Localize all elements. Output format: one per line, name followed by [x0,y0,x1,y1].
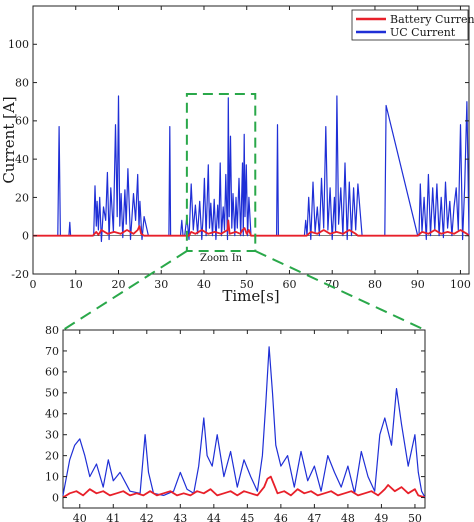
overview-y-tick-label: 20 [15,191,29,204]
zoom-chart: 40 41 42 43 44 45 46 47 48 49 50 0 10 20 30 40 50 60 70 80 [45,324,426,522]
overview-x-tick-label: 60 [282,278,296,291]
zoom-y-tick-label: 0 [52,491,59,504]
overview-x-tick-label: 100 [450,278,471,291]
zoom-series-battery-current [62,475,426,499]
zoom-x-tick-label: 42 [140,512,154,522]
overview-x-tick-label: 0 [30,278,37,291]
zoom-x-tick-label: 46 [274,512,288,522]
overview-x-tick-label: 90 [411,278,425,291]
zoom-x-tick-label: 48 [341,512,355,522]
overview-x-tick-label: 50 [240,278,254,291]
zoom-y-tick-label: 30 [45,429,59,442]
legend-entry: UC Current [390,26,456,39]
zoom-x-tick-label: 44 [207,512,221,522]
legend-entry: Battery Current [390,13,474,26]
zoom-x-tick-label: 41 [106,512,120,522]
overview-y-tick-label: 40 [15,153,29,166]
zoom-y-tick-label: 40 [45,408,59,421]
overview-y-tick-label: 100 [8,38,29,51]
zoom-y-tick-label: 60 [45,366,59,379]
zoom-y-tick-label: 10 [45,470,59,483]
zoom-window [185,93,257,253]
zoom-x-tick-label: 45 [240,512,254,522]
overview-x-tick-label: 80 [368,278,382,291]
zoom-y-tick-label: 70 [45,345,59,358]
overview-x-tick-label: 10 [69,278,83,291]
zoom-x-tick-label: 49 [374,512,388,522]
overview-x-axis-label: Time[s] [222,287,279,305]
zoom-y-tick-label: 80 [45,324,59,337]
overview-y-axis-label: Current [A] [0,96,18,183]
overview-x-tick-label: 40 [197,278,211,291]
overview-y-tick-label: 60 [15,115,29,128]
overview-x-tick-label: 20 [111,278,125,291]
zoom-x-tick-label: 43 [173,512,187,522]
zoom-in-annotation: Zoom In [200,253,243,264]
zoom-y-tick-label: 20 [45,449,59,462]
zoom-connector-left [62,250,188,331]
overview-y-tick-label: 80 [15,76,29,89]
zoom-series-uc-current [62,346,426,498]
overview-series-battery-current [33,219,470,237]
legend-box [351,9,469,41]
zoom-x-tick-label: 40 [73,512,87,522]
overview-x-tick-label: 70 [325,278,339,291]
overview-x-tick-label: 30 [154,278,168,291]
zoom-x-tick-label: 50 [408,512,422,522]
zoom-y-tick-label: 50 [45,387,59,400]
overview-y-tick-label: -20 [11,268,29,281]
overview-y-tick-label: 0 [22,230,29,243]
zoom-connector-right [254,250,426,331]
zoom-x-tick-label: 47 [307,512,321,522]
